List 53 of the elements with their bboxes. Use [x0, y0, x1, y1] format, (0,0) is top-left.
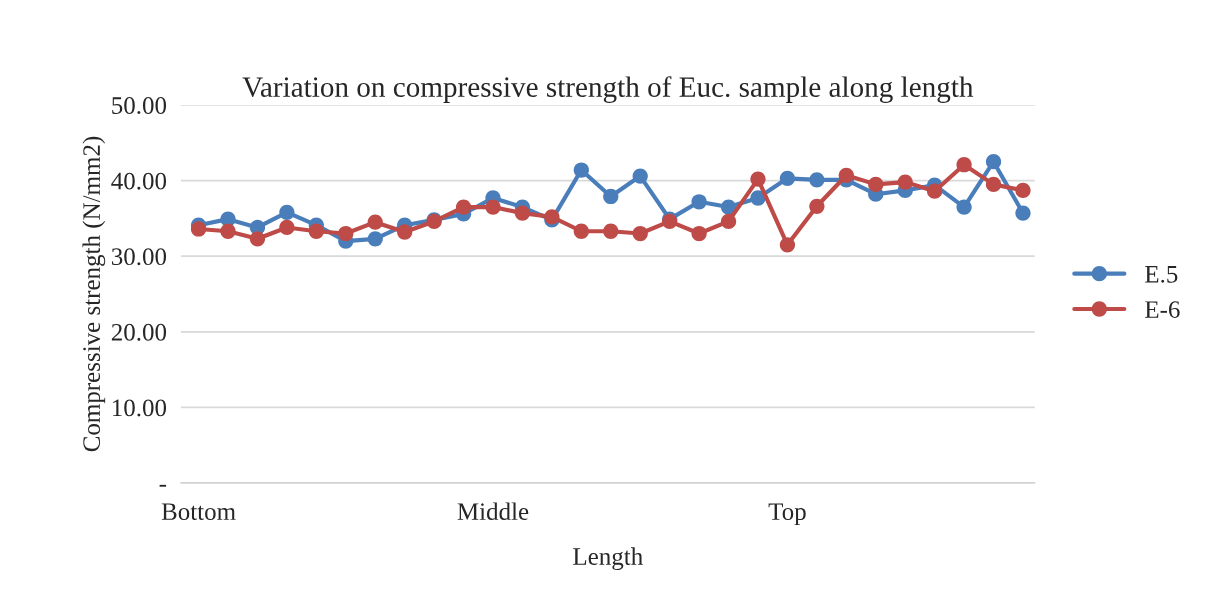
point [632, 225, 648, 242]
point [397, 224, 413, 240]
point [279, 204, 295, 220]
legend-label: E-6 [1145, 301, 1180, 318]
point [367, 214, 383, 230]
point [927, 183, 943, 199]
x-tick-label: Top [768, 503, 806, 526]
point [603, 223, 619, 239]
y-tick-label: 10.00 [112, 399, 167, 417]
y-axis-title: Compressive strength (N/mm2) [82, 136, 106, 452]
point [573, 162, 589, 178]
point [338, 225, 354, 242]
point [1015, 182, 1031, 199]
point [985, 154, 1002, 170]
y-tick-label: 30.00 [111, 248, 167, 266]
point [956, 199, 972, 215]
point [779, 170, 796, 186]
point [897, 174, 913, 190]
point [573, 223, 589, 239]
point [809, 172, 825, 188]
point [308, 223, 324, 239]
point [190, 221, 207, 237]
point [750, 190, 766, 206]
x-tick-label: Bottom [161, 503, 236, 521]
point [603, 188, 619, 205]
y-tick-label: 20.00 [111, 323, 167, 341]
point [985, 176, 1002, 193]
point [720, 213, 737, 230]
legend-label: E.5 [1145, 266, 1178, 283]
point [779, 237, 796, 253]
point [249, 231, 266, 247]
point [956, 157, 972, 173]
point [720, 199, 737, 215]
x-tick-label: Middle [457, 502, 529, 521]
point [691, 225, 707, 242]
point [455, 199, 472, 215]
point [809, 198, 825, 214]
y-tick-label: 40.00 [111, 172, 167, 190]
point [367, 231, 383, 247]
y-tick-label: - [159, 484, 167, 487]
point [1015, 205, 1031, 221]
point [279, 219, 295, 236]
point [632, 168, 648, 184]
point [514, 205, 531, 221]
x-axis-title: Length [573, 547, 643, 571]
point [691, 194, 707, 210]
y-tick-label: 50.00 [112, 97, 167, 115]
point [220, 223, 236, 239]
chart-title: Variation on compressive strength of Euc. sample along length [242, 76, 974, 103]
point [485, 199, 501, 215]
point [868, 176, 884, 193]
point [750, 171, 766, 187]
point [838, 167, 854, 183]
